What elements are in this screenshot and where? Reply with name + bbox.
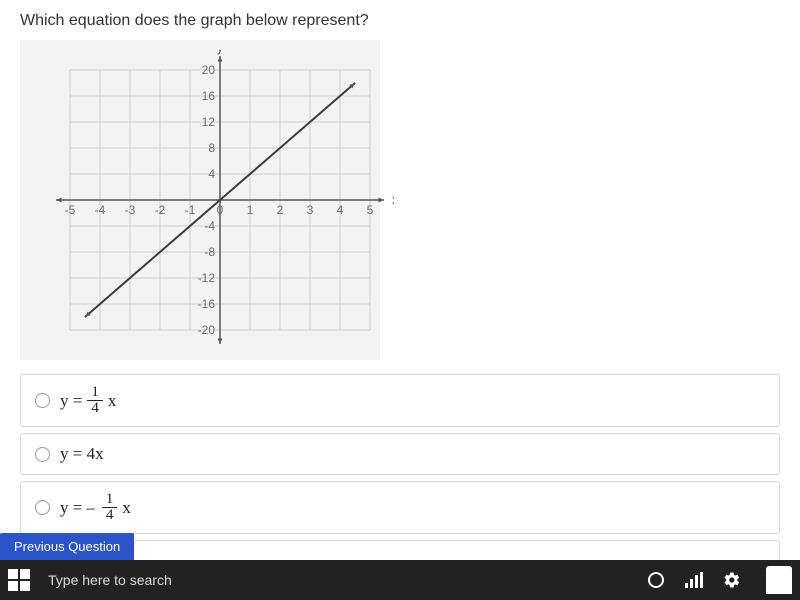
option-label: y = –14x xyxy=(60,492,131,523)
answer-options: y = 14xy = 4xy = –14xy = –4x xyxy=(20,374,780,560)
svg-text:-16: -16 xyxy=(198,297,216,311)
previous-question-button[interactable]: Previous Question xyxy=(0,533,134,560)
task-view-icon[interactable] xyxy=(684,570,704,590)
svg-text:y: y xyxy=(217,50,224,55)
answer-option-b[interactable]: y = 4x xyxy=(20,433,780,475)
answer-option-a[interactable]: y = 14x xyxy=(20,374,780,427)
svg-text:-2: -2 xyxy=(155,203,166,217)
tray-item[interactable] xyxy=(766,566,792,594)
svg-text:3: 3 xyxy=(307,203,314,217)
radio-icon xyxy=(35,393,50,408)
svg-text:5: 5 xyxy=(367,203,374,217)
cortana-icon[interactable] xyxy=(646,570,666,590)
option-label: y = 4x xyxy=(60,444,104,464)
svg-text:-8: -8 xyxy=(204,245,215,259)
svg-text:2: 2 xyxy=(277,203,284,217)
svg-text:16: 16 xyxy=(202,89,216,103)
option-label: y = 14x xyxy=(60,385,116,416)
svg-text:4: 4 xyxy=(337,203,344,217)
coordinate-graph: -5-4-3-2-1012345-20-16-12-8-448121620yx xyxy=(40,50,394,350)
answer-option-c[interactable]: y = –14x xyxy=(20,481,780,534)
radio-icon xyxy=(35,447,50,462)
gear-icon[interactable] xyxy=(722,570,742,590)
start-icon[interactable] xyxy=(8,569,30,591)
svg-text:12: 12 xyxy=(202,115,216,129)
question-text: Which equation does the graph below repr… xyxy=(20,12,780,30)
svg-text:-5: -5 xyxy=(65,203,76,217)
svg-text:4: 4 xyxy=(208,167,215,181)
svg-text:-12: -12 xyxy=(198,271,216,285)
taskbar: Type here to search xyxy=(0,560,800,600)
svg-text:8: 8 xyxy=(208,141,215,155)
svg-text:0: 0 xyxy=(217,203,224,217)
graph-container: -5-4-3-2-1012345-20-16-12-8-448121620yx xyxy=(20,40,380,360)
radio-icon xyxy=(35,500,50,515)
svg-text:-1: -1 xyxy=(185,203,196,217)
svg-text:-3: -3 xyxy=(125,203,136,217)
svg-text:-4: -4 xyxy=(204,219,215,233)
svg-text:1: 1 xyxy=(247,203,254,217)
svg-text:-20: -20 xyxy=(198,323,216,337)
question-panel: Which equation does the graph below repr… xyxy=(0,0,800,560)
svg-text:x: x xyxy=(392,192,394,207)
svg-text:-4: -4 xyxy=(95,203,106,217)
svg-text:20: 20 xyxy=(202,63,216,77)
search-input[interactable]: Type here to search xyxy=(48,572,172,588)
